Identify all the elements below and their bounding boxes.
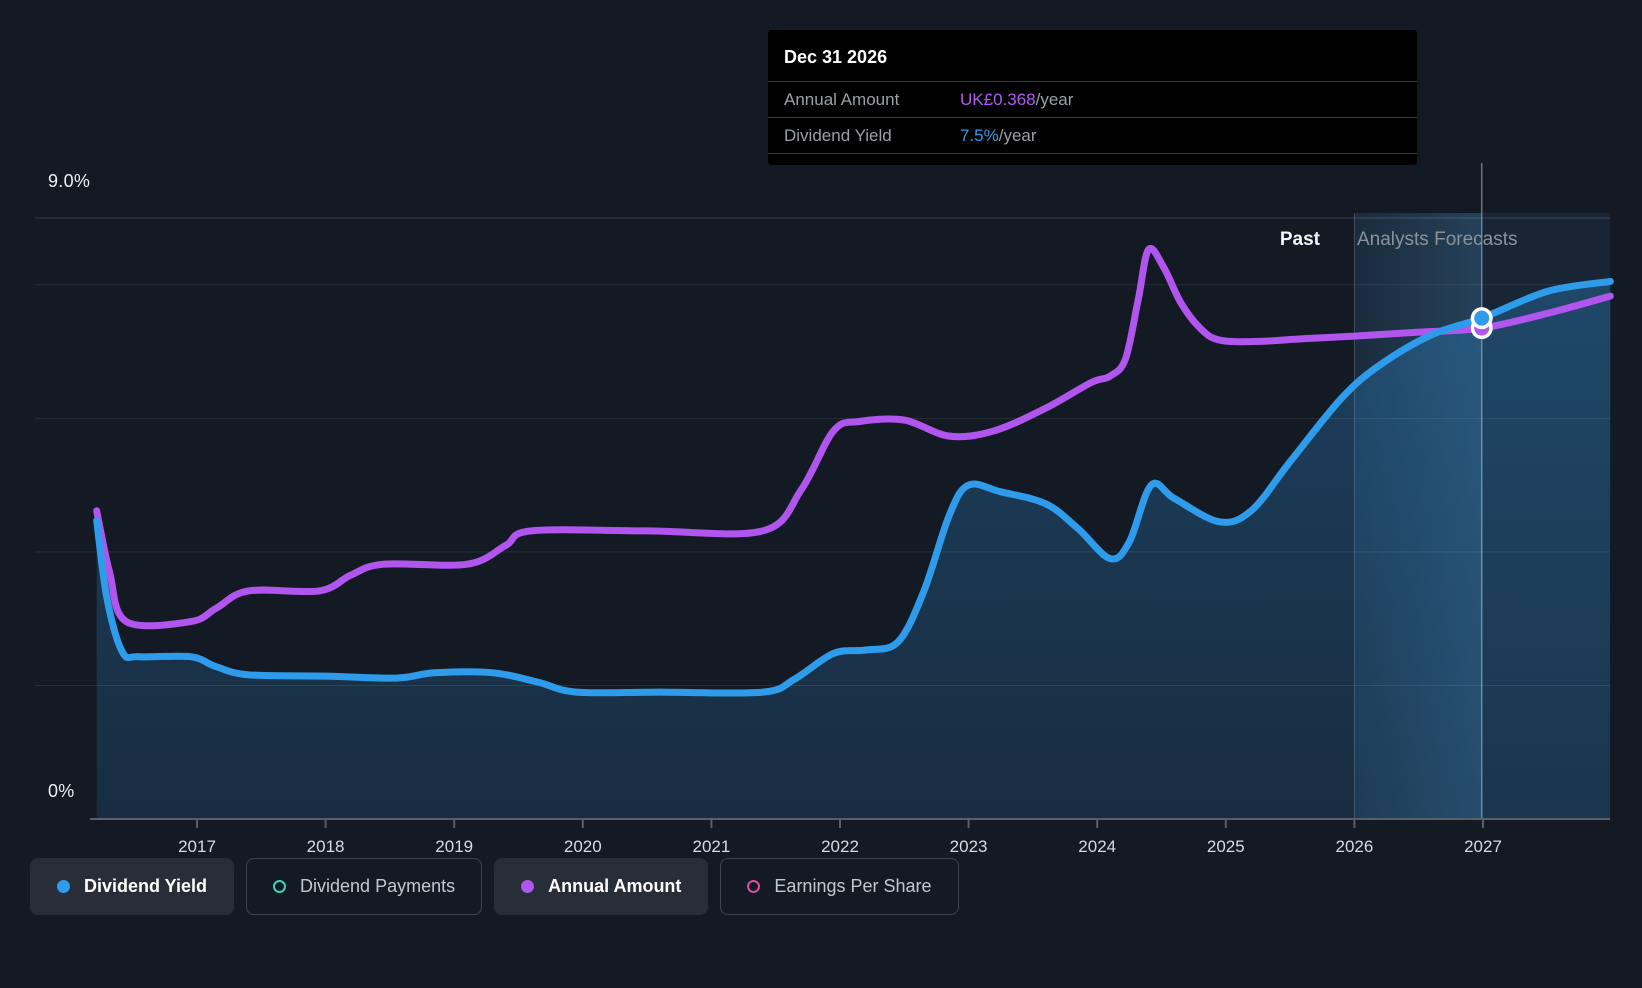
past-label: Past <box>1279 229 1320 250</box>
tooltip-label: Annual Amount <box>784 90 900 109</box>
dividend-yield-area <box>96 281 1611 819</box>
legend-button-earnings-per-share[interactable]: Earnings Per Share <box>720 858 959 915</box>
tooltip-value: 7.5% <box>960 126 999 145</box>
x-axis-label: 2022 <box>821 837 859 856</box>
x-axis-label: 2017 <box>178 837 216 856</box>
x-axis-label: 2023 <box>950 837 988 856</box>
legend-label: Earnings Per Share <box>774 876 932 896</box>
x-axis-label: 2026 <box>1335 837 1373 856</box>
dividend-yield-dot-icon <box>57 880 70 893</box>
x-axis-label: 2021 <box>692 837 730 856</box>
dividend-payments-ring-icon <box>273 880 287 893</box>
tooltip-date: Dec 31 2026 <box>784 47 888 67</box>
dividend-yield-line <box>93 277 1614 697</box>
x-axis-label: 2024 <box>1078 837 1116 856</box>
tooltip-label: Dividend Yield <box>784 126 892 145</box>
legend: Dividend Yield Dividend Payments Annual … <box>30 858 959 915</box>
legend-button-dividend-yield[interactable]: Dividend Yield <box>30 858 235 915</box>
x-axis-label: 2019 <box>435 837 473 856</box>
annual-amount-dot-icon <box>521 880 535 893</box>
tooltip: Dec 31 2026 Annual Amount UK£0.368/year D… <box>768 30 1417 165</box>
tooltip-value: UK£0.368 <box>960 90 1036 109</box>
tooltip-row-dividend-yield: Dividend Yield 7.5%/year <box>768 117 1417 154</box>
tooltip-row-annual-amount: Annual Amount UK£0.368/year <box>768 81 1417 117</box>
y-axis-label-top: 9.0% <box>48 171 91 191</box>
legend-button-dividend-payments[interactable]: Dividend Payments <box>246 858 483 915</box>
x-axis-label: 2027 <box>1464 837 1502 856</box>
x-axis-label: 2025 <box>1207 837 1245 856</box>
legend-button-annual-amount[interactable]: Annual Amount <box>494 858 709 915</box>
earnings-per-share-ring-icon <box>747 880 761 893</box>
tooltip-suffix: /year <box>1035 90 1074 109</box>
legend-label: Dividend Payments <box>300 876 456 896</box>
analysts-forecasts-label: Analysts Forecasts <box>1357 229 1518 250</box>
legend-label: Annual Amount <box>548 876 682 896</box>
dividend-yield-marker-dot <box>1474 310 1490 326</box>
x-axis-label: 2020 <box>564 837 602 856</box>
y-axis-label-bottom: 0% <box>48 781 75 801</box>
x-axis-label: 2018 <box>307 837 345 856</box>
legend-label: Dividend Yield <box>84 876 208 896</box>
annual-amount-line <box>93 244 1614 630</box>
tooltip-suffix: /year <box>998 126 1037 145</box>
